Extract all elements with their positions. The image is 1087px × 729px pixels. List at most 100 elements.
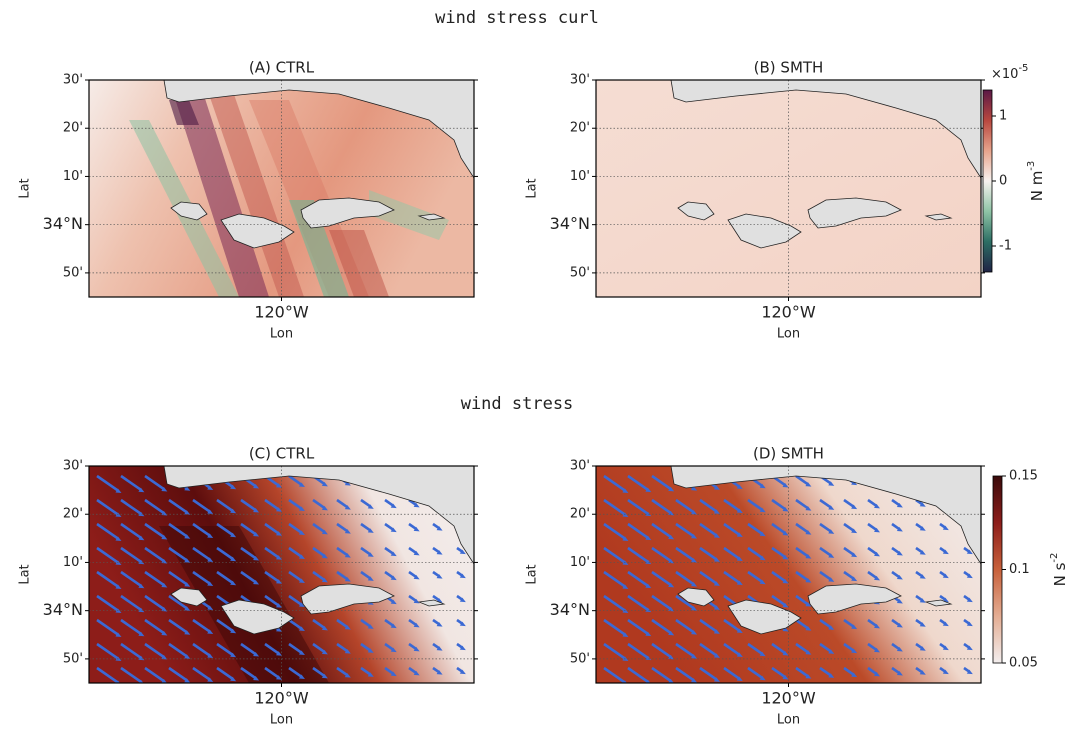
wind-vector-head xyxy=(436,622,443,627)
wind-vector xyxy=(192,570,211,585)
wind-vector-head xyxy=(942,621,949,627)
wind-vector-head xyxy=(230,652,237,658)
wind-vector xyxy=(819,570,832,581)
wind-vector xyxy=(96,498,119,516)
wind-vector xyxy=(651,546,672,563)
wind-vector-head xyxy=(874,647,881,653)
wind-vector-head xyxy=(874,671,881,677)
field-band xyxy=(204,80,304,297)
y-tick-label: 20' xyxy=(570,121,590,136)
colorbar-tick-label: 1 xyxy=(999,109,1007,124)
wind-vector-head xyxy=(367,576,374,581)
wind-vector xyxy=(723,666,741,680)
wind-vector-head xyxy=(413,574,420,580)
field-band xyxy=(329,230,389,297)
wind-vector-head xyxy=(919,502,926,507)
wind-vector-head xyxy=(736,580,743,586)
wind-vector xyxy=(651,642,672,659)
wind-vector xyxy=(192,618,211,633)
wind-vector-head xyxy=(367,528,374,533)
wind-vector-head xyxy=(966,645,973,651)
wind-vector-head xyxy=(321,529,328,535)
wind-vector-head xyxy=(459,621,466,627)
wind-vector-head xyxy=(230,556,237,562)
wind-vector xyxy=(360,570,372,580)
coastline-land xyxy=(670,80,981,179)
wind-vector xyxy=(144,498,165,515)
wind-vector xyxy=(891,498,901,507)
wind-vector xyxy=(843,666,855,676)
wind-vector-head xyxy=(691,654,698,659)
wind-vector xyxy=(384,522,394,531)
wind-vector-head xyxy=(207,629,214,635)
wind-vector xyxy=(675,570,695,586)
wind-vector xyxy=(312,546,326,557)
wind-vector xyxy=(867,666,878,675)
wind-vector xyxy=(360,498,372,508)
wind-vector-head xyxy=(874,503,881,509)
wind-vector-head xyxy=(436,550,443,555)
colorbar-offset: ×10-5 xyxy=(991,63,1028,82)
wind-vector xyxy=(627,570,649,587)
wind-vector-head xyxy=(896,527,903,532)
island xyxy=(300,197,395,229)
wind-vector-head xyxy=(851,576,858,582)
wind-vector xyxy=(603,570,626,588)
wind-vector xyxy=(771,594,786,607)
wind-vector-head xyxy=(413,550,420,556)
wind-vector xyxy=(216,522,234,536)
wind-vector xyxy=(192,642,211,657)
wind-vector xyxy=(627,546,649,563)
wind-vector-head xyxy=(668,678,674,683)
wind-vector-head xyxy=(344,673,351,678)
wind-vector xyxy=(432,522,440,530)
wind-vector-head xyxy=(138,607,145,613)
wind-vector xyxy=(144,522,165,539)
wind-vector-head xyxy=(919,526,926,531)
x-tick-label: 120°W xyxy=(761,303,816,322)
wind-vector-head xyxy=(321,481,328,487)
wind-vector-head xyxy=(966,549,973,555)
wind-vector-head xyxy=(668,606,675,612)
wind-vector xyxy=(723,522,741,536)
wind-vector-head xyxy=(276,651,283,656)
wind-vector-head xyxy=(298,530,305,536)
wind-vector xyxy=(336,618,349,629)
wind-vector-head xyxy=(321,649,328,655)
wind-vector-head xyxy=(668,486,675,492)
island xyxy=(220,213,295,249)
wind-vector xyxy=(603,666,626,683)
wind-vector-head xyxy=(668,630,675,636)
wind-vector-head xyxy=(253,532,260,537)
wind-vector xyxy=(288,618,303,630)
y-axis-label: Lat xyxy=(525,178,540,198)
wind-vector-head xyxy=(645,511,652,517)
wind-vector-head xyxy=(851,504,858,510)
wind-vector xyxy=(288,642,303,654)
wind-vector xyxy=(168,618,188,634)
wind-vector-head xyxy=(321,553,328,559)
wind-vector xyxy=(675,618,695,634)
wind-vector-head xyxy=(713,533,720,538)
wind-vector-head xyxy=(782,506,789,512)
wind-vector xyxy=(384,666,394,675)
wind-vector xyxy=(603,498,626,516)
wind-vector-head xyxy=(207,557,214,563)
wind-vector xyxy=(96,522,119,540)
map-panel: 30' 20' 10' 34°N 50' 120°W Lon Lat xyxy=(18,459,478,728)
wind-vector-head xyxy=(668,534,675,540)
wind-vector xyxy=(891,642,901,651)
island xyxy=(677,201,715,221)
wind-vector-head xyxy=(828,529,835,534)
wind-vector-head xyxy=(298,626,305,632)
wind-vector-head xyxy=(390,551,397,557)
wind-vector-head xyxy=(253,676,260,681)
wind-vector-head xyxy=(390,623,397,629)
wind-vector xyxy=(120,618,142,635)
wind-vector xyxy=(168,666,188,682)
wind-vector xyxy=(891,522,901,531)
wind-vector xyxy=(915,594,923,602)
wind-vector-head xyxy=(230,484,237,490)
wind-vector xyxy=(603,618,626,636)
